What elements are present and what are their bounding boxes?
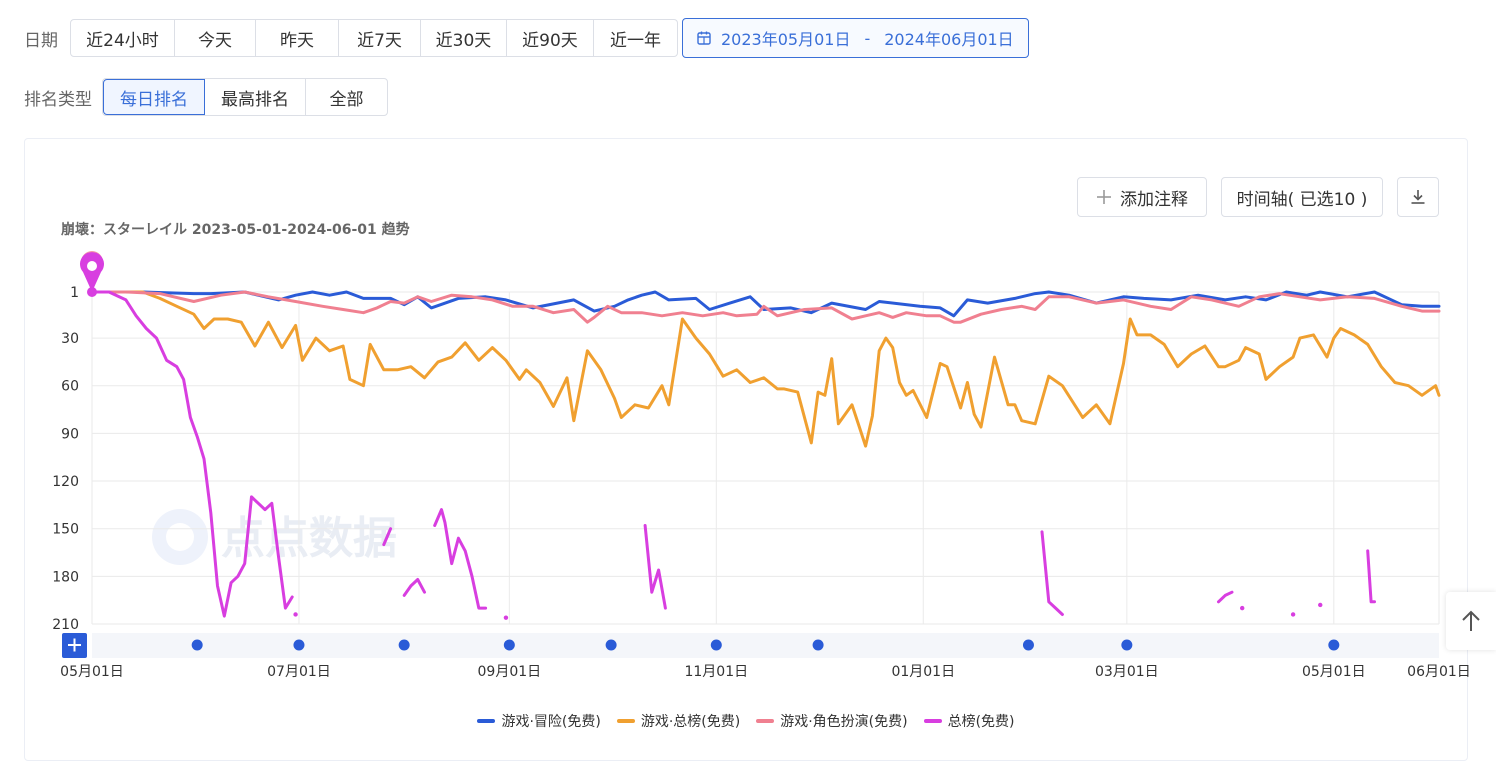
arrow-up-icon	[1462, 610, 1480, 631]
date-option-today[interactable]: 今天	[175, 20, 256, 56]
plus-icon	[1097, 190, 1111, 204]
timeline-label: 时间轴( 已选10 )	[1236, 189, 1368, 210]
series-lines	[90, 290, 1441, 620]
chart-title: 崩壊：スターレイル 2023-05-01-2024-06-01 趋势	[61, 222, 410, 238]
y-tick-label: 60	[61, 379, 79, 395]
rank-option-highest[interactable]: 最高排名	[205, 79, 306, 115]
timeline-marker[interactable]	[293, 639, 305, 651]
rank-option-daily[interactable]: 每日排名	[103, 79, 205, 115]
calendar-icon	[697, 31, 711, 45]
chart-grid	[91, 291, 1440, 625]
date-option-90d[interactable]: 近90天	[507, 20, 594, 56]
series-line	[90, 290, 1441, 448]
y-tick-label: 90	[61, 426, 79, 442]
legend-item[interactable]: 游戏·总榜(免费)	[616, 711, 741, 731]
legend-swatch	[477, 719, 496, 723]
x-tick-label: 05月01日	[60, 664, 124, 680]
series-line	[1040, 530, 1064, 616]
y-tick-label: 180	[52, 569, 79, 585]
timeline-marker[interactable]	[1022, 639, 1034, 651]
series-start-markers	[80, 251, 104, 297]
timeline-marker[interactable]	[503, 639, 515, 651]
y-axis: 1 30 60 90 120 150 180 210	[52, 285, 79, 633]
legend-swatch	[923, 719, 942, 723]
rank-type-filter: 排名类型 每日排名 最高排名 全部	[24, 78, 388, 116]
series-line	[433, 508, 488, 610]
chart-card: 添加注释 时间轴( 已选10 ) 崩壊：スターレイル 2023-05-01-20…	[24, 138, 1469, 761]
legend-swatch	[756, 719, 775, 723]
y-tick-label: 210	[52, 617, 79, 633]
series-line	[90, 290, 294, 618]
start-marker-base	[87, 287, 97, 297]
timeline-track	[92, 633, 1439, 658]
legend-item[interactable]: 游戏·冒险(免费)	[477, 711, 601, 731]
x-axis: 05月01日 07月01日 09月01日 11月01日 01月01日 03月01日 05月0…	[60, 664, 1469, 680]
series-line	[382, 527, 393, 547]
legend-label: 游戏·角色扮演(免费)	[780, 714, 908, 730]
timeline-marker[interactable]	[191, 639, 203, 651]
x-tick-label: 06月01日	[1407, 664, 1469, 680]
legend-label: 总榜(免费)	[947, 714, 1015, 730]
legend-swatch	[616, 719, 635, 723]
x-tick-label: 07月01日	[267, 664, 331, 680]
add-note-button[interactable]: 添加注释	[1077, 177, 1207, 217]
date-option-24h[interactable]: 近24小时	[71, 20, 175, 56]
x-tick-label: 11月01日	[684, 664, 748, 680]
legend-label: 游戏·总榜(免费)	[640, 714, 741, 730]
download-button[interactable]	[1397, 177, 1439, 217]
timeline-marker[interactable]	[398, 639, 410, 651]
series-point	[1290, 612, 1296, 617]
series-point	[503, 615, 509, 620]
series-line	[1217, 590, 1234, 604]
y-tick-label: 120	[52, 474, 79, 490]
watermark: 点点数据	[152, 509, 397, 565]
timeline-marker[interactable]	[605, 639, 617, 651]
series-line	[402, 578, 426, 597]
x-tick-label: 09月01日	[478, 664, 542, 680]
series-line	[643, 524, 667, 610]
date-options: 近24小时 今天 昨天 近7天 近30天 近90天 近一年	[70, 19, 678, 57]
series-line	[90, 290, 1441, 324]
start-marker-pin	[80, 252, 104, 292]
date-filter-label: 日期	[24, 30, 58, 51]
back-to-top-button[interactable]	[1446, 592, 1496, 650]
series-line	[1366, 549, 1376, 604]
rank-type-options: 每日排名 最高排名 全部	[102, 78, 388, 116]
timeline-marker[interactable]	[710, 639, 722, 651]
date-option-7d[interactable]: 近7天	[339, 20, 421, 56]
chart-legend: 游戏·冒险(免费) 游戏·总榜(免费) 游戏·角色扮演(免费) 总榜(免费)	[25, 711, 1467, 731]
y-tick-label: 30	[61, 331, 79, 347]
timeline-marker[interactable]	[1121, 639, 1133, 651]
timeline-marker[interactable]	[1328, 639, 1340, 651]
timeline-marker[interactable]	[812, 639, 824, 651]
series-point	[1240, 605, 1245, 611]
series-point	[293, 612, 298, 617]
date-range-end: 2024年06月01日	[884, 30, 1014, 49]
x-tick-label: 03月01日	[1095, 664, 1159, 680]
date-option-yesterday[interactable]: 昨天	[256, 20, 339, 56]
date-option-30d[interactable]: 近30天	[421, 20, 507, 56]
start-marker-dot	[87, 261, 97, 271]
rank-type-label: 排名类型	[24, 89, 92, 110]
y-tick-label: 150	[52, 522, 79, 538]
x-tick-label: 01月01日	[891, 664, 955, 680]
date-range-picker[interactable]: 2023年05月01日 - 2024年06月01日	[682, 18, 1029, 58]
rank-option-all[interactable]: 全部	[329, 89, 364, 110]
timeline-button[interactable]: 时间轴( 已选10 )	[1221, 177, 1383, 217]
y-tick-label: 1	[70, 285, 79, 301]
series-line	[90, 290, 1441, 318]
date-filter: 日期 近24小时 今天 昨天 近7天 近30天 近90天 近一年 2023年05…	[24, 18, 1029, 58]
date-range-start: 2023年05月01日	[721, 30, 851, 49]
chart-area: 点点数据 1 30 60 90 120 150 180 210 05月01日 07月01日 09月…	[52, 251, 1469, 680]
date-option-1y[interactable]: 近一年	[610, 30, 661, 51]
series-point	[1318, 602, 1323, 608]
x-tick-label: 05月01日	[1302, 664, 1366, 680]
legend-item[interactable]: 游戏·角色扮演(免费)	[756, 711, 908, 731]
legend-item[interactable]: 总榜(免费)	[923, 711, 1015, 731]
legend-label: 游戏·冒险(免费)	[501, 714, 601, 730]
download-icon	[1411, 190, 1425, 204]
timeline-bar	[62, 633, 1439, 658]
add-note-label: 添加注释	[1120, 189, 1188, 210]
date-range-separator: -	[864, 28, 871, 48]
